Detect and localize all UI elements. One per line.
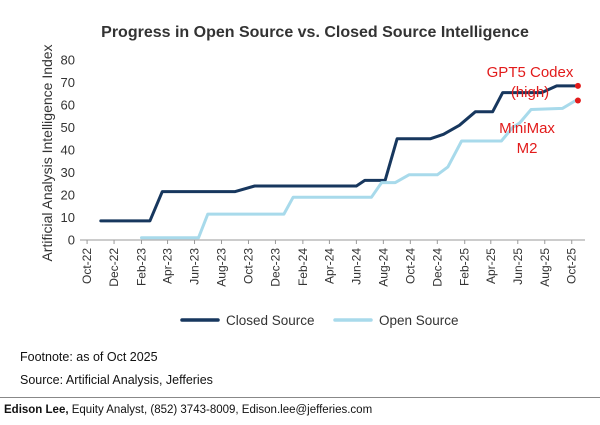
source-note: Source: Artificial Analysis, Jefferies [20,373,213,387]
series-line-closed-source [99,84,580,223]
divider [0,397,600,398]
x-tick-label: Oct-22 [80,248,94,284]
x-tick-label: Apr-24 [322,248,336,284]
x-tick-label: Apr-25 [484,248,498,284]
footnote: Footnote: as of Oct 2025 [20,350,158,364]
chart-title: Progress in Open Source vs. Closed Sourc… [101,24,529,41]
x-tick-label: Dec-24 [430,248,444,287]
y-tick-label: 80 [61,53,75,68]
x-tick-label: Oct-23 [241,248,255,284]
x-tick-label: Dec-23 [268,248,282,287]
x-tick-label: Oct-24 [403,248,417,284]
author-name: Edison Lee, [4,404,69,416]
annotation-label: M2 [517,140,538,157]
y-axis-label: Artificial Analysis Intelligence Index [39,44,55,261]
series-lines [99,84,580,240]
y-tick-label: 40 [61,143,75,158]
x-tick-label: Jun-25 [511,248,525,285]
y-tick-label: 10 [61,210,75,225]
x-tick-label: Feb-23 [134,248,148,286]
annotation-label: GPT5 Codex [487,64,574,81]
x-tick-label: Apr-23 [161,248,175,284]
legend-label: Open Source [379,313,459,328]
annotation-label: (high) [511,84,549,101]
axes: 0 10 20 30 40 50 60 70 80 Oct-22 Dec-22 Feb-23 Apr-2… [61,53,585,287]
annotation-marker [574,97,581,104]
legend: Closed Source Open Source [180,313,459,328]
legend-label: Closed Source [226,313,315,328]
y-tick-label: 60 [61,98,75,113]
annotation-marker [574,82,581,89]
x-tick-label: Feb-25 [458,248,472,286]
author-line: Edison Lee, Equity Analyst, (852) 3743-8… [4,404,372,416]
y-tick-label: 30 [61,165,75,180]
author-details: Equity Analyst, (852) 3743-8009, Edison.… [68,404,373,416]
y-tick-label: 70 [61,75,75,90]
series-line-open-source [140,99,578,240]
annotation-label: MiniMax [499,120,555,137]
x-tick-label: Aug-25 [538,248,552,287]
y-tick-label: 20 [61,188,75,203]
x-tick-label: Jun-24 [349,248,363,285]
x-tick-label: Aug-23 [215,248,229,287]
annotations: GPT5 Codex (high) MiniMax M2 [487,64,581,157]
chart: Progress in Open Source vs. Closed Sourc… [39,24,585,328]
y-tick-label: 0 [68,233,75,248]
x-tick-label: Jun-23 [188,248,202,285]
x-tick-label: Aug-24 [376,248,390,287]
x-tick-label: Feb-24 [296,248,310,286]
x-tick-label: Oct-25 [565,248,579,284]
x-tick-label: Dec-22 [107,248,121,287]
y-tick-label: 50 [61,120,75,135]
